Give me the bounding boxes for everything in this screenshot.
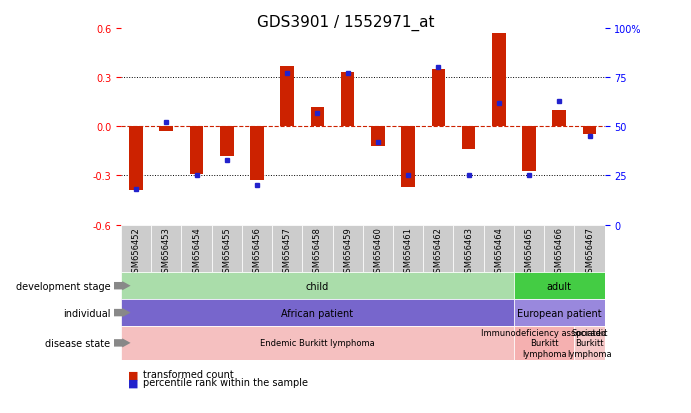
Bar [484, 225, 514, 273]
Bar [160, 127, 173, 132]
Bar [341, 73, 354, 127]
Text: African patient: African patient [281, 308, 354, 318]
Bar [332, 225, 363, 273]
Bar [190, 127, 203, 174]
Bar [545, 225, 574, 273]
Text: GSM656462: GSM656462 [434, 226, 443, 277]
Text: Immunodeficiency associated
Burkitt
lymphoma: Immunodeficiency associated Burkitt lymp… [482, 328, 607, 358]
Bar [574, 326, 605, 360]
Text: European patient: European patient [517, 308, 602, 318]
Bar [514, 225, 545, 273]
Bar [363, 225, 393, 273]
Bar [181, 225, 211, 273]
Bar [371, 127, 385, 147]
Bar [553, 111, 566, 127]
Bar [121, 299, 514, 326]
Text: disease state: disease state [46, 338, 111, 348]
Text: Endemic Burkitt lymphoma: Endemic Burkitt lymphoma [260, 339, 375, 347]
Bar [583, 127, 596, 135]
Text: ■: ■ [128, 377, 138, 387]
Text: GSM656455: GSM656455 [223, 226, 231, 277]
Text: GSM656466: GSM656466 [555, 226, 564, 278]
Bar [514, 273, 605, 299]
Text: GDS3901 / 1552971_at: GDS3901 / 1552971_at [257, 14, 434, 31]
Text: GSM656464: GSM656464 [494, 226, 503, 277]
Text: transformed count: transformed count [143, 369, 234, 379]
Bar [302, 225, 332, 273]
Bar [432, 70, 445, 127]
Bar [514, 326, 574, 360]
Bar [242, 225, 272, 273]
Bar [393, 225, 423, 273]
Text: GSM656460: GSM656460 [373, 226, 382, 277]
Text: ■: ■ [128, 369, 138, 379]
Bar [272, 225, 302, 273]
Bar [281, 66, 294, 127]
Bar [121, 273, 514, 299]
Bar [453, 225, 484, 273]
Text: GSM656467: GSM656467 [585, 226, 594, 278]
Bar [250, 127, 264, 181]
Bar [423, 225, 453, 273]
Bar [492, 34, 506, 127]
Bar [151, 225, 181, 273]
Text: GSM656452: GSM656452 [131, 226, 140, 277]
Text: GSM656457: GSM656457 [283, 226, 292, 277]
Text: GSM656463: GSM656463 [464, 226, 473, 278]
Text: GSM656458: GSM656458 [313, 226, 322, 277]
Text: child: child [306, 281, 329, 291]
Bar [129, 127, 143, 191]
Text: GSM656465: GSM656465 [524, 226, 533, 277]
Bar [574, 225, 605, 273]
Text: individual: individual [63, 308, 111, 318]
Text: GSM656456: GSM656456 [252, 226, 261, 277]
Bar [220, 127, 234, 157]
Text: percentile rank within the sample: percentile rank within the sample [143, 377, 308, 387]
Text: GSM656453: GSM656453 [162, 226, 171, 277]
Text: GSM656461: GSM656461 [404, 226, 413, 277]
Bar [401, 127, 415, 188]
Bar [462, 127, 475, 150]
Text: development stage: development stage [16, 281, 111, 291]
Text: GSM656454: GSM656454 [192, 226, 201, 277]
Text: adult: adult [547, 281, 571, 291]
Bar [121, 326, 514, 360]
Bar [121, 225, 151, 273]
Bar [522, 127, 536, 171]
Bar [211, 225, 242, 273]
Text: GSM656459: GSM656459 [343, 226, 352, 277]
Bar [311, 107, 324, 127]
Bar [514, 299, 605, 326]
Text: Sporadic
Burkitt
lymphoma: Sporadic Burkitt lymphoma [567, 328, 612, 358]
